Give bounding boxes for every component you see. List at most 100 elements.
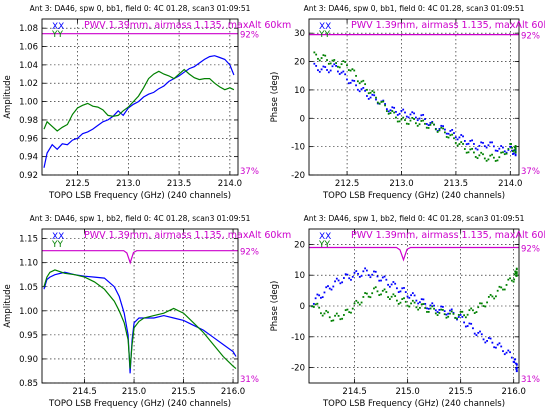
data-point bbox=[453, 132, 455, 134]
panel-4: Ant 3: DA46, spw 1, bb2, field 0: 4C 01.… bbox=[270, 214, 545, 409]
x-tick-label: 215.0 bbox=[395, 387, 419, 397]
data-point bbox=[418, 123, 421, 126]
data-point bbox=[330, 288, 333, 291]
data-point bbox=[405, 115, 408, 118]
data-point bbox=[487, 296, 490, 298]
data-point bbox=[411, 111, 414, 114]
data-point bbox=[378, 102, 381, 105]
atm-bottom-percent: 37% bbox=[240, 167, 259, 177]
data-point bbox=[509, 145, 512, 148]
data-point bbox=[513, 361, 516, 364]
data-point bbox=[384, 103, 386, 105]
data-point bbox=[414, 122, 417, 125]
data-point bbox=[394, 295, 397, 297]
data-point bbox=[445, 132, 448, 135]
data-point bbox=[313, 62, 316, 65]
data-point bbox=[399, 290, 402, 293]
data-point bbox=[444, 128, 446, 131]
data-point bbox=[340, 71, 343, 74]
data-point bbox=[419, 306, 421, 309]
atm-transmission-curve bbox=[309, 246, 519, 262]
data-point bbox=[482, 153, 484, 156]
data-point bbox=[463, 314, 466, 317]
data-point bbox=[479, 302, 481, 305]
data-point bbox=[323, 291, 326, 294]
data-point bbox=[346, 78, 348, 81]
data-point bbox=[367, 97, 370, 100]
data-point bbox=[312, 302, 315, 305]
data-point bbox=[418, 117, 421, 120]
data-point bbox=[513, 149, 516, 151]
data-point bbox=[438, 129, 441, 132]
data-point bbox=[375, 98, 377, 101]
data-point bbox=[321, 314, 324, 317]
atm-bottom-percent: 37% bbox=[521, 167, 540, 177]
data-point bbox=[460, 134, 463, 136]
data-point bbox=[410, 302, 412, 305]
data-point bbox=[395, 116, 397, 119]
x-axis-label: TOPO LSB Frequency (GHz) (240 channels) bbox=[322, 191, 505, 201]
data-point bbox=[470, 307, 473, 310]
data-point bbox=[385, 108, 388, 111]
data-point bbox=[479, 330, 481, 333]
data-point bbox=[476, 157, 479, 160]
x-axis-label: TOPO LSB Frequency (GHz) (240 channels) bbox=[322, 399, 505, 409]
data-point bbox=[476, 148, 479, 151]
data-point bbox=[427, 311, 430, 313]
data-point bbox=[327, 71, 330, 74]
data-point bbox=[514, 362, 517, 365]
data-point bbox=[384, 104, 386, 107]
y-tick-label: 20 bbox=[294, 58, 305, 68]
data-point bbox=[402, 116, 405, 119]
data-point bbox=[445, 136, 448, 138]
data-point bbox=[463, 321, 466, 324]
data-point bbox=[507, 148, 510, 150]
data-point bbox=[452, 312, 455, 315]
atm-top-percent: 92% bbox=[521, 244, 540, 254]
y-axis-label: Phase (deg) bbox=[270, 281, 280, 332]
data-point bbox=[503, 153, 506, 156]
data-point bbox=[373, 287, 375, 290]
data-point bbox=[322, 54, 325, 57]
data-point bbox=[500, 145, 503, 147]
data-point bbox=[466, 313, 469, 316]
data-point bbox=[498, 342, 501, 345]
data-point bbox=[320, 57, 323, 59]
data-point bbox=[347, 69, 350, 71]
data-point bbox=[510, 356, 513, 359]
y-tick-label: 0.98 bbox=[19, 116, 38, 126]
data-point bbox=[337, 314, 340, 317]
data-point bbox=[491, 341, 494, 344]
data-point bbox=[505, 152, 508, 155]
data-point bbox=[351, 275, 354, 278]
data-point bbox=[331, 59, 334, 62]
data-point bbox=[431, 305, 434, 308]
legend-yy: YY bbox=[318, 30, 330, 40]
data-point bbox=[332, 319, 335, 322]
data-point bbox=[444, 131, 446, 134]
data-point bbox=[328, 316, 331, 319]
legend-yy: YY bbox=[318, 240, 330, 250]
data-point bbox=[486, 301, 488, 304]
data-point bbox=[316, 302, 319, 305]
y-tick-label: 1.05 bbox=[19, 283, 38, 293]
y-tick-label: 0.92 bbox=[19, 171, 38, 181]
data-point bbox=[472, 327, 474, 330]
data-point bbox=[353, 69, 356, 72]
data-point bbox=[478, 144, 481, 147]
data-point bbox=[507, 349, 510, 352]
data-point bbox=[413, 112, 415, 115]
data-point bbox=[404, 300, 407, 303]
data-point bbox=[475, 334, 478, 337]
data-point bbox=[330, 319, 333, 322]
pwv-annotation: PWV 1.39mm, airmass 1.135, maxAlt 60km bbox=[351, 230, 545, 241]
pwv-annotation: PWV 1.39mm, airmass 1.135, maxAlt 60km bbox=[84, 20, 291, 31]
data-point bbox=[343, 277, 345, 279]
data-point bbox=[424, 118, 426, 121]
data-point bbox=[469, 148, 472, 151]
data-point bbox=[329, 69, 332, 72]
atm-bottom-percent: 31% bbox=[240, 375, 259, 385]
data-point bbox=[496, 150, 499, 152]
data-point bbox=[355, 74, 357, 77]
data-point bbox=[385, 291, 388, 293]
